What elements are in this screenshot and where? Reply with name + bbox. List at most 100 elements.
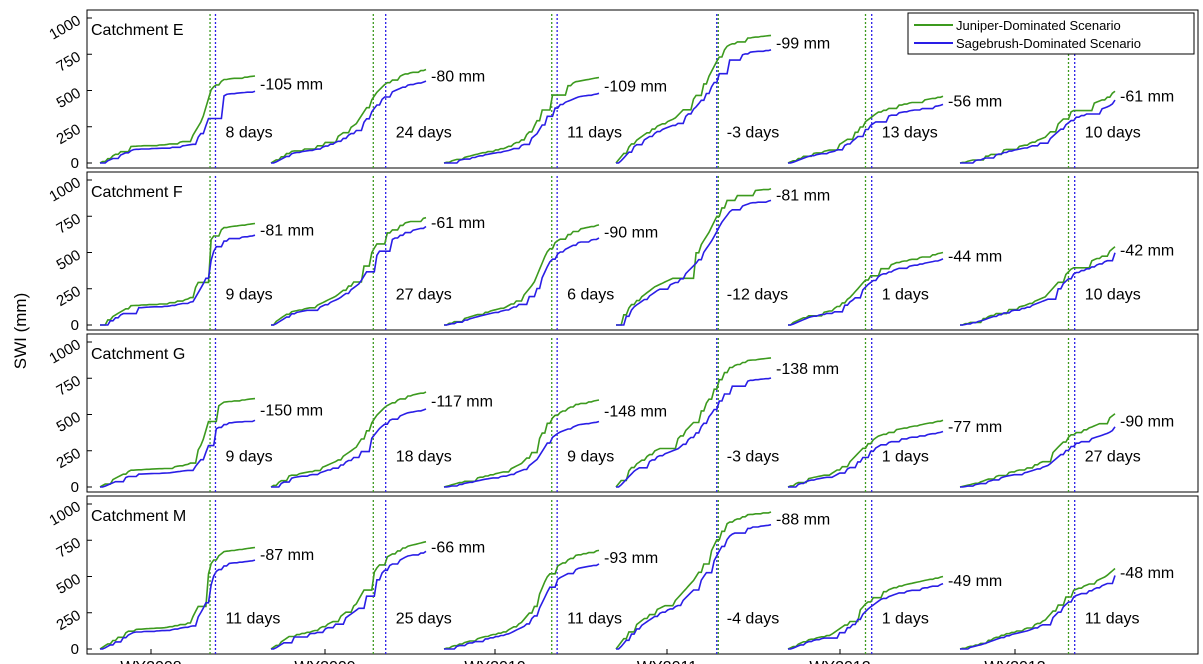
days-label: 1 days [882,449,929,466]
series-line-juniper [787,419,944,488]
panel-title: Catchment E [91,22,183,39]
y-tick-label: 500 [54,571,84,598]
y-tick-label: 500 [54,247,84,274]
diff-label: -80 mm [431,68,485,85]
diff-label: -148 mm [604,404,667,421]
legend: Juniper-Dominated Scenario Sagebrush-Dom… [907,12,1195,55]
y-tick-label: 750 [54,372,84,399]
diff-label: -48 mm [1120,565,1174,582]
y-tick-label: 1000 [46,498,83,529]
x-tick-label-wy2010: WY2010 [464,659,525,664]
y-tick-label: 1000 [46,174,83,205]
series-line-sagebrush [616,523,772,650]
days-label: 9 days [225,287,272,304]
series-line-sagebrush [788,103,944,164]
diff-label: -81 mm [776,188,830,205]
x-tick-label-wy2013: WY2013 [984,659,1045,664]
panel-frame [86,9,1199,169]
series-line-sagebrush [616,377,772,488]
days-label: 13 days [882,125,938,142]
series-line-sagebrush [444,92,600,164]
x-tick-label-wy2012: WY2012 [809,659,870,664]
x-tick-label-wy2009: WY2009 [294,659,355,664]
legend-entry-sagebrush: Sagebrush-Dominated Scenario [956,36,1141,51]
series-line-sagebrush [788,430,944,488]
diff-label: -93 mm [604,550,658,567]
diff-label: -66 mm [431,539,485,556]
days-label: 27 days [396,287,452,304]
diff-label: -90 mm [1120,413,1174,430]
series-line-sagebrush [960,575,1116,650]
series-line-juniper [444,224,600,326]
panel-title: Catchment F [91,184,183,201]
diff-label: -87 mm [260,547,314,564]
diff-label: -81 mm [260,222,314,239]
series-line-sagebrush [100,234,256,326]
days-label: 1 days [882,611,929,628]
x-axis-ticks: WY2008 WY2009 WY2010 WY2011 WY2012 WY2013 [120,649,1046,664]
series-line-juniper [787,575,944,650]
panel-frame [86,333,1199,493]
series-line-sagebrush [100,419,256,488]
diff-label: -77 mm [948,419,1002,436]
series-line-juniper [99,75,256,164]
series-line-sagebrush [616,49,772,164]
diff-label: -88 mm [776,511,830,528]
diff-label: -56 mm [948,93,1002,110]
series-line-sagebrush [100,559,256,650]
days-label: -3 days [727,449,779,466]
y-tick-label: 250 [54,283,84,310]
days-label: 24 days [396,125,452,142]
days-label: -4 days [727,611,779,628]
series-line-juniper [99,397,256,488]
x-tick-label-wy2008: WY2008 [120,659,181,664]
days-label: 10 days [1085,125,1141,142]
series-line-juniper [270,540,427,650]
series-line-juniper [615,511,772,650]
panel-frame [86,171,1199,331]
y-tick-label: 0 [71,155,79,172]
diff-label: -61 mm [1120,89,1174,106]
y-tick-label: 250 [54,121,84,148]
y-tick-label: 750 [54,210,84,237]
series-line-sagebrush [271,550,427,650]
series-line-juniper [443,399,600,488]
series-line-sagebrush [960,426,1116,488]
series-line-juniper [616,187,772,326]
days-label: 25 days [396,611,452,628]
days-label: 11 days [567,611,622,628]
y-tick-label: 500 [54,85,84,112]
series-line-juniper [615,357,772,488]
panel-title: Catchment M [91,508,186,525]
days-label: 10 days [1085,287,1141,304]
diff-label: -105 mm [260,77,323,94]
days-label: 18 days [396,449,452,466]
y-tick-label: 250 [54,445,84,472]
series-line-juniper [270,68,427,164]
days-label: 11 days [567,125,622,142]
series-line-juniper [270,391,427,488]
series-line-sagebrush [271,408,427,488]
y-tick-label: 0 [71,317,79,334]
series-line-sagebrush [100,90,256,164]
series-line-sagebrush [788,582,944,650]
y-tick-label: 500 [54,409,84,436]
days-label: 11 days [1085,611,1140,628]
x-tick-label-wy2011: WY2011 [637,659,697,664]
days-label: -3 days [727,125,779,142]
series-line-juniper [959,413,1116,488]
y-tick-label: 1000 [46,336,83,367]
diff-label: -44 mm [948,249,1002,266]
y-tick-label: 0 [71,641,79,658]
diff-label: -49 mm [948,573,1002,590]
panel-frame [86,495,1199,655]
diff-label: -61 mm [431,215,485,232]
panels-group: 0 250 500 750 1000 Catchment E -105 mm 8 days -8… [46,9,1199,658]
diff-label: -117 mm [431,394,493,411]
y-tick-label: 0 [71,479,79,496]
series-line-sagebrush [788,258,944,326]
days-label: -12 days [727,287,788,304]
series-line-juniper [443,76,600,164]
series-line-sagebrush [271,80,427,164]
series-line-juniper [99,546,256,650]
